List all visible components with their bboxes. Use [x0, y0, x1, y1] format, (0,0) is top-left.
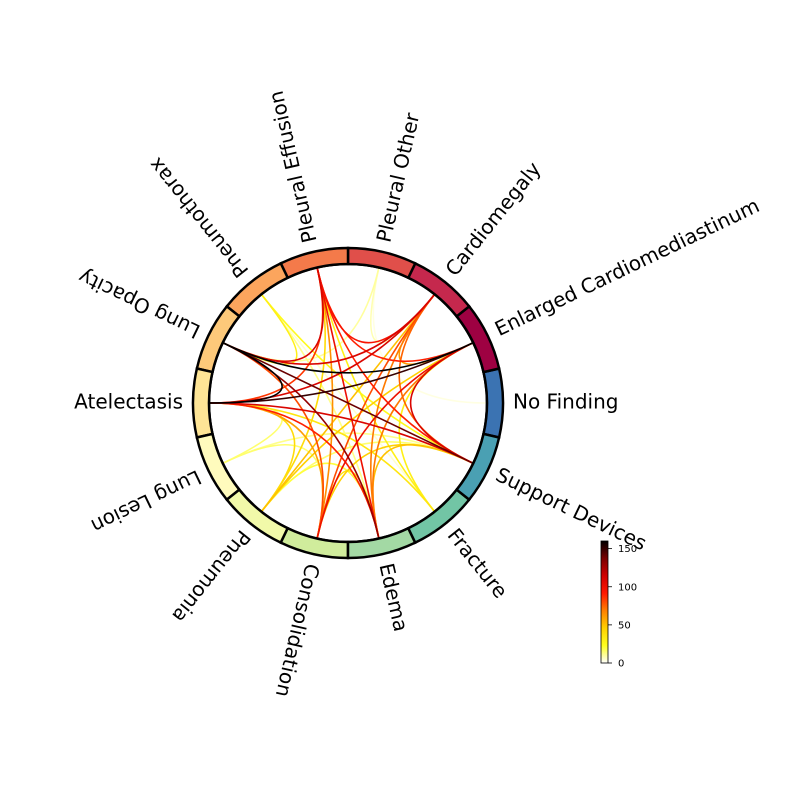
node-label-cardiomegaly: Cardiomegaly	[440, 157, 545, 281]
node-label-enlarged-cardiomediastinum: Enlarged Cardiomediastinum	[491, 193, 763, 341]
node-label-atelectasis: Atelectasis	[74, 390, 183, 414]
node-arc-support-devices	[454, 432, 501, 502]
link-enlarged-cardiomediastinum-pneumonia	[260, 341, 474, 513]
node-label-pleural-other: Pleural Other	[372, 110, 425, 245]
node-arc-atelectasis	[191, 367, 214, 439]
labels-layer: No Finding Enlarged CardiomediastinumCard…	[74, 89, 763, 700]
node-label-support-devices: Support Devices	[492, 462, 650, 555]
link-atelectasis-pneumonia	[208, 402, 296, 513]
node-label-lung-opacity: Lung Opacity	[74, 265, 204, 344]
link-pleural-other-lung-opacity	[222, 267, 380, 363]
links-layer	[208, 267, 488, 539]
node-label-pleural-effusion: Pleural Effusion	[264, 89, 322, 245]
node-label-no-finding: No Finding	[513, 390, 618, 414]
link-pleural-effusion-fracture	[316, 267, 436, 513]
node-arc-pleural-other	[346, 246, 417, 280]
node-label-fracture: Fracture	[443, 524, 513, 603]
node-label-lung-lesion: Lung Lesion	[87, 465, 205, 538]
node-arc-edema	[346, 526, 417, 560]
colorbar-tick-label: 50	[618, 620, 631, 631]
colorbar-tick-label: 150	[618, 544, 637, 555]
node-arc-enlarged-cardiomediastinum	[454, 304, 501, 374]
link-pleural-effusion-consolidation	[316, 267, 334, 539]
link-lung-opacity-enlarged-cardiomediastinum	[222, 341, 474, 374]
link-enlarged-cardiomediastinum-support-devices	[409, 341, 474, 465]
link-lung-opacity-atelectasis	[208, 341, 283, 404]
colorbar-tick-label: 100	[618, 582, 637, 593]
node-label-pneumonia: Pneumonia	[167, 525, 255, 627]
node-label-edema: Edema	[374, 561, 413, 634]
link-atelectasis-support-devices	[208, 402, 474, 465]
link-lung-opacity-support-devices	[222, 341, 474, 465]
colorbar: 0 50 100 150	[600, 540, 637, 670]
node-label-pneumothorax: Pneumothorax	[143, 153, 253, 282]
node-label-consolidation: Consolidation	[271, 562, 325, 700]
colorbar-ticks: 0 50 100 150	[608, 544, 637, 670]
node-arc-lung-opacity	[195, 304, 242, 374]
node-arc-lung-lesion	[195, 432, 242, 502]
colorbar-tick-label: 0	[618, 659, 624, 670]
node-arc-pleural-effusion	[279, 246, 350, 280]
node-arc-no-finding	[482, 367, 505, 439]
arcs-layer	[191, 246, 505, 560]
colorbar-gradient	[600, 540, 609, 664]
node-arc-consolidation	[279, 526, 350, 560]
